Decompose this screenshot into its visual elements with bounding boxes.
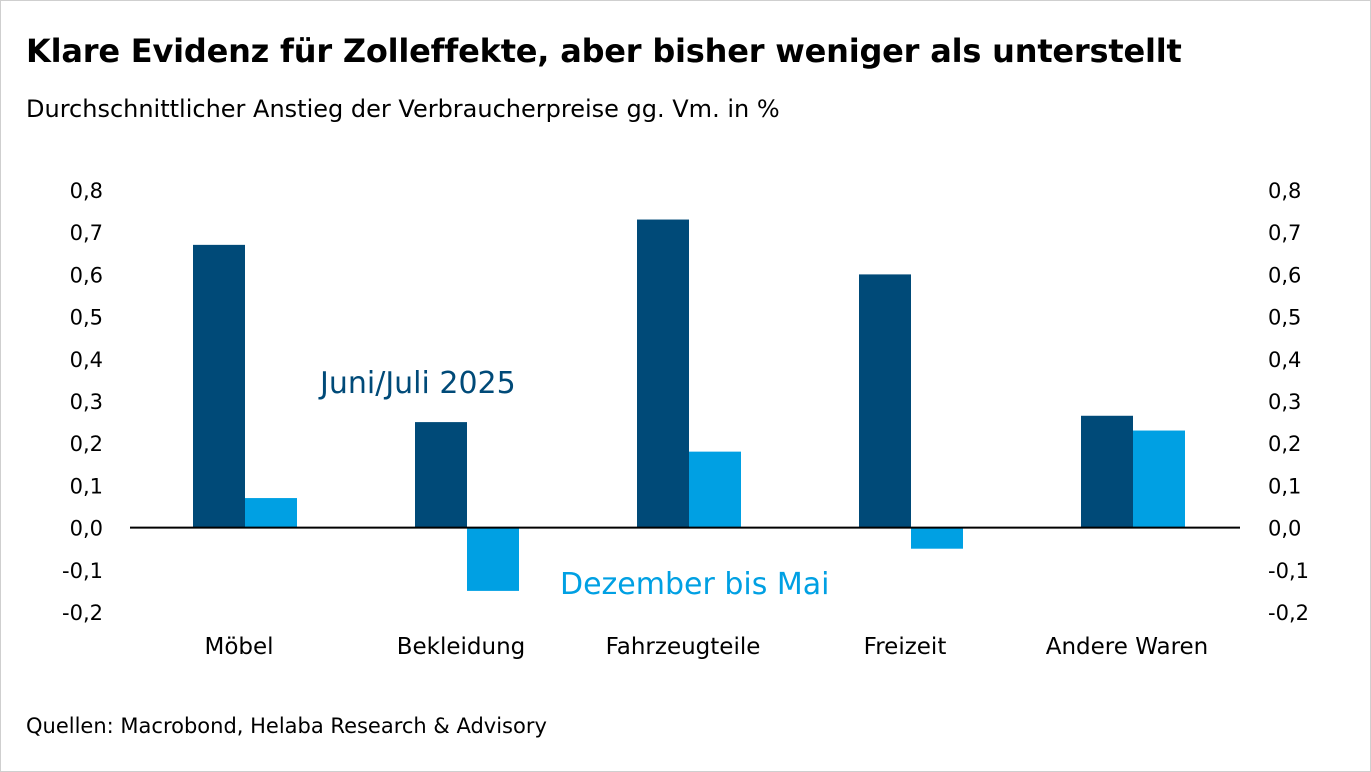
y-tick-right: 0,7 bbox=[1268, 221, 1301, 245]
source-note: Quellen: Macrobond, Helaba Research & Ad… bbox=[26, 714, 547, 738]
y-tick-left: 0,7 bbox=[70, 221, 103, 245]
y-tick-right: 0,8 bbox=[1268, 179, 1301, 203]
category-label: Freizeit bbox=[864, 634, 947, 660]
y-tick-right: -0,2 bbox=[1268, 601, 1309, 625]
bar-freizeit-series-1 bbox=[859, 274, 911, 528]
y-tick-left: 0,5 bbox=[70, 306, 103, 330]
series-label-dezember-mai: Dezember bis Mai bbox=[560, 567, 830, 602]
y-tick-left: 0,0 bbox=[70, 517, 103, 541]
y-tick-left: -0,2 bbox=[62, 601, 103, 625]
y-tick-right: 0,0 bbox=[1268, 517, 1301, 541]
chart-subtitle: Durchschnittlicher Anstieg der Verbrauch… bbox=[26, 95, 780, 123]
chart-title: Klare Evidenz für Zolleffekte, aber bish… bbox=[26, 32, 1182, 70]
bar-fahrzeugteile-series-1 bbox=[637, 219, 689, 528]
y-tick-left: 0,6 bbox=[70, 263, 103, 287]
y-tick-left: -0,1 bbox=[62, 559, 103, 583]
y-tick-left: 0,8 bbox=[70, 179, 103, 203]
bar-m-bel-series-1 bbox=[193, 244, 245, 528]
y-tick-right: 0,6 bbox=[1268, 263, 1301, 287]
category-label: Fahrzeugteile bbox=[606, 634, 761, 660]
bar-andere-waren-series-1 bbox=[1081, 415, 1133, 528]
y-tick-left: 0,2 bbox=[70, 432, 103, 456]
category-label: Andere Waren bbox=[1046, 634, 1209, 660]
y-axis-left: 0,8 0,7 0,6 0,5 0,4 0,3 0,2 0,1 0,0 -0,1 -0,2 bbox=[62, 179, 103, 625]
category-labels: Möbel Bekleidung Fahrzeugteile Freizeit Ande… bbox=[204, 634, 1208, 660]
y-tick-left: 0,4 bbox=[70, 348, 103, 372]
y-tick-right: 0,1 bbox=[1268, 474, 1301, 498]
bar-bekleidung-series-2 bbox=[467, 527, 519, 591]
y-axis-right: 0,8 0,7 0,6 0,5 0,4 0,3 0,2 0,1 0,0 -0,1 -0,2 bbox=[1268, 179, 1309, 625]
bar-bekleidung-series-1 bbox=[415, 422, 467, 528]
category-label: Möbel bbox=[204, 634, 273, 660]
y-tick-right: 0,3 bbox=[1268, 390, 1301, 414]
bars bbox=[193, 219, 1185, 591]
y-tick-right: 0,4 bbox=[1268, 348, 1301, 372]
y-tick-right: 0,2 bbox=[1268, 432, 1301, 456]
y-tick-right: -0,1 bbox=[1268, 559, 1309, 583]
y-tick-right: 0,5 bbox=[1268, 306, 1301, 330]
y-tick-left: 0,1 bbox=[70, 474, 103, 498]
bar-andere-waren-series-2 bbox=[1133, 430, 1185, 528]
bar-m-bel-series-2 bbox=[245, 498, 297, 528]
bar-freizeit-series-2 bbox=[911, 527, 963, 549]
bar-fahrzeugteile-series-2 bbox=[689, 451, 741, 528]
series-label-juni-juli: Juni/Juli 2025 bbox=[318, 366, 516, 401]
category-label: Bekleidung bbox=[397, 634, 526, 660]
y-tick-left: 0,3 bbox=[70, 390, 103, 414]
